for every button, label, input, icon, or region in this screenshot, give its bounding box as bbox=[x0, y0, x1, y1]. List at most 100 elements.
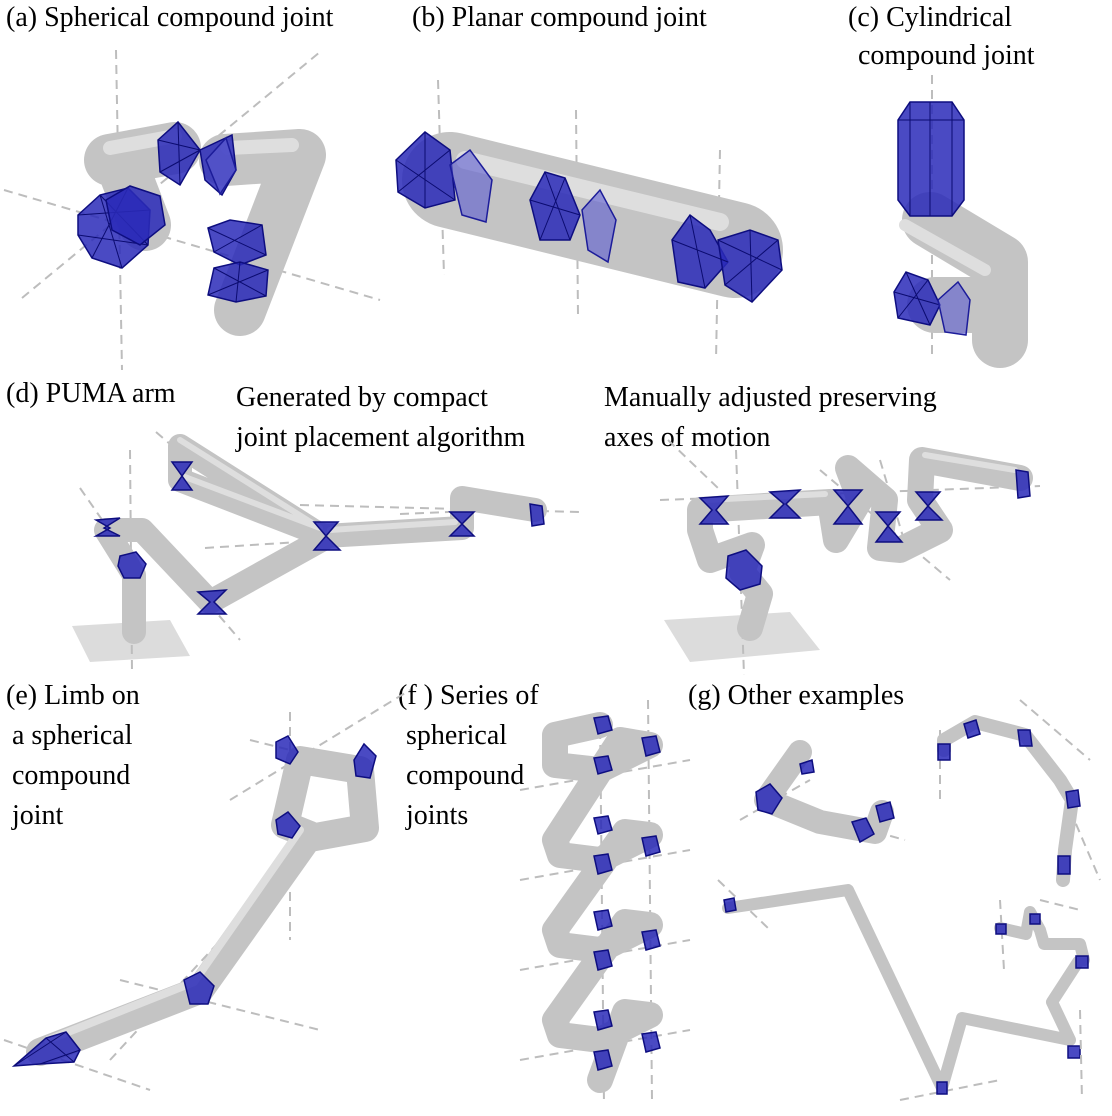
label-e-1: (e) Limb on bbox=[6, 680, 140, 711]
label-d: (d) PUMA arm bbox=[6, 378, 176, 409]
joint-polyhedron bbox=[723, 897, 737, 913]
axis-line bbox=[3, 1039, 151, 1091]
joint-mesh bbox=[157, 121, 201, 186]
joint-hourglass bbox=[312, 521, 342, 551]
joint-polyhedron bbox=[105, 185, 166, 246]
axis-line bbox=[204, 539, 331, 549]
joint-mesh bbox=[893, 271, 941, 326]
joint-polyhedron bbox=[1067, 1045, 1081, 1059]
axis-line bbox=[21, 51, 321, 299]
panel-a-spherical bbox=[3, 49, 381, 371]
label-b: (b) Planar compound joint bbox=[412, 2, 707, 33]
joint-polyhedron bbox=[449, 148, 493, 223]
joint-polyhedron bbox=[593, 1049, 613, 1071]
joint-polyhedron bbox=[1075, 955, 1089, 969]
label-c-2: compound joint bbox=[858, 40, 1035, 71]
joint-polyhedron bbox=[755, 783, 783, 815]
axis-line bbox=[519, 849, 691, 881]
joint-polyhedron bbox=[275, 811, 301, 839]
axis-line bbox=[899, 1079, 1001, 1101]
link-highlight bbox=[899, 219, 991, 276]
axis-line bbox=[819, 469, 951, 581]
label-f-2: spherical bbox=[406, 720, 508, 751]
joint-end bbox=[529, 503, 545, 527]
joint-prism bbox=[963, 719, 981, 739]
link-segment bbox=[722, 884, 1084, 1094]
label-e-2: a spherical bbox=[12, 720, 133, 751]
joint-polyhedron bbox=[353, 742, 377, 779]
joint-hourglass bbox=[196, 589, 228, 615]
label-d-right-2: axes of motion bbox=[604, 422, 771, 453]
joint-mesh bbox=[529, 171, 581, 241]
axis-line bbox=[1019, 699, 1091, 761]
link-segment bbox=[937, 715, 1079, 887]
label-e-4: joint bbox=[12, 800, 64, 831]
panel-d-puma-manual bbox=[659, 439, 1041, 676]
label-g: (g) Other examples bbox=[688, 680, 905, 711]
joint-polyhedron bbox=[207, 219, 267, 266]
panel-b-planar bbox=[395, 79, 783, 361]
label-f-4: joints bbox=[406, 800, 469, 831]
link-highlight bbox=[177, 437, 458, 533]
joint-prism bbox=[1017, 729, 1033, 747]
joint-mesh bbox=[671, 214, 783, 303]
joint-mesh bbox=[395, 132, 456, 208]
joint-polyhedron bbox=[593, 1009, 613, 1031]
joint-polyhedron bbox=[850, 817, 875, 844]
axis-line bbox=[519, 939, 691, 971]
joint-hourglass bbox=[698, 495, 730, 525]
link-highlight bbox=[221, 138, 299, 155]
joint-polyhedron bbox=[641, 1031, 661, 1053]
axis-line bbox=[667, 439, 721, 491]
axis-line bbox=[119, 979, 321, 1031]
joint-polyhedron bbox=[275, 735, 299, 765]
joint-mesh bbox=[207, 224, 269, 303]
link-segment bbox=[94, 434, 547, 644]
joint-polyhedron bbox=[1029, 913, 1041, 925]
joint-polyhedron bbox=[995, 923, 1007, 935]
joint-polyhedron bbox=[937, 280, 971, 336]
joint-polyhedron bbox=[641, 735, 661, 757]
joint-hourglass bbox=[914, 491, 944, 521]
label-f-1: (f ) Series of bbox=[398, 680, 539, 711]
joint-polyhedron bbox=[593, 715, 613, 735]
joint-polyhedron bbox=[593, 853, 613, 875]
joint-polyhedron bbox=[641, 835, 661, 857]
label-c-1: (c) Cylindrical bbox=[848, 2, 1013, 33]
joint-prism bbox=[937, 743, 951, 761]
label-e-3: compound bbox=[12, 760, 131, 791]
link-segment bbox=[26, 746, 379, 1066]
joint-polyhedron bbox=[117, 551, 147, 579]
link-highlight bbox=[456, 151, 729, 231]
axis-line bbox=[1069, 809, 1101, 881]
axis-line bbox=[999, 899, 1005, 971]
joint-polyhedron bbox=[936, 1081, 948, 1095]
joint-polyhedron bbox=[799, 759, 815, 775]
joint-polyhedron bbox=[593, 909, 613, 931]
axis-line bbox=[115, 49, 123, 371]
link-segment bbox=[199, 129, 326, 336]
label-d-left-2: joint placement algorithm bbox=[236, 422, 526, 453]
link-segment bbox=[754, 740, 894, 844]
joint-hourglass bbox=[768, 489, 802, 519]
label-a: (a) Spherical compound joint bbox=[6, 2, 334, 33]
joint-polyhedron bbox=[205, 136, 237, 196]
joint-hourglass bbox=[448, 511, 476, 537]
axis-line bbox=[575, 109, 579, 317]
joint-prism bbox=[1057, 855, 1071, 875]
joint-polyhedron bbox=[641, 929, 661, 951]
joint-polyhedron bbox=[593, 815, 613, 835]
joint-hourglass bbox=[832, 489, 864, 525]
joint-mesh bbox=[13, 1031, 81, 1067]
joint-mesh bbox=[898, 102, 964, 216]
axis-line bbox=[739, 779, 811, 821]
joint-polyhedron bbox=[581, 188, 617, 264]
joint-hourglass bbox=[170, 461, 194, 491]
joint-end bbox=[1015, 469, 1031, 499]
axis-line bbox=[3, 189, 381, 301]
label-f-3: compound bbox=[406, 760, 525, 791]
joint-hourglass bbox=[93, 517, 121, 537]
joint-polyhedron bbox=[875, 801, 895, 823]
panel-e-limb bbox=[3, 689, 411, 1091]
